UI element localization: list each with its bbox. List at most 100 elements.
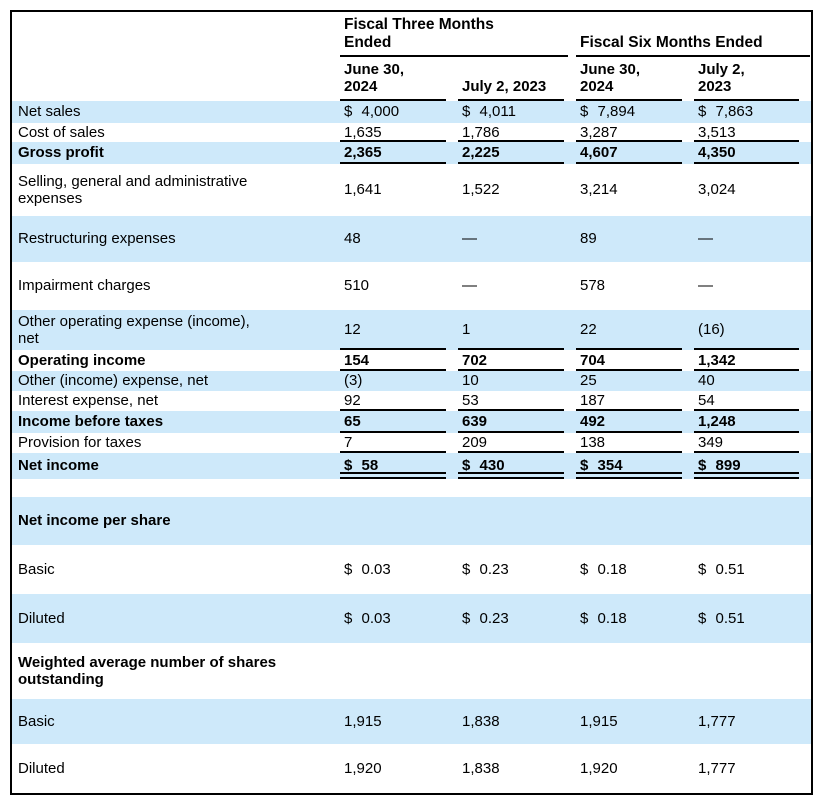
value-cell: $ 0.23 (462, 560, 509, 578)
value-cell: 12 (340, 310, 458, 350)
value-cell: 92 (340, 391, 458, 411)
row-diluted: Diluted 1,920 1,838 1,920 1,777 (11, 744, 812, 794)
row-basic: Basic 1,915 1,838 1,915 1,777 (11, 699, 812, 744)
value-cell: $ 7,863 (698, 103, 754, 121)
row-label: Income before taxes (18, 413, 164, 431)
value-cell: 53 (458, 391, 576, 411)
row-cost-of-sales: Cost of sales 1,635 1,786 3,287 3,513 (11, 123, 812, 142)
value-cell: 1,786 (458, 123, 576, 142)
row-selling-general-and-administrative-expenses: Selling, general and administrative expe… (11, 164, 812, 216)
value-cell: $ 899 (694, 453, 812, 479)
value-cell: $ 58 (340, 453, 458, 479)
row-label: Diluted (18, 609, 65, 627)
value-cell: 209 (458, 433, 576, 453)
row-label: Weighted average number of shares outsta… (18, 653, 277, 688)
value-cell: 1,920 (580, 759, 618, 777)
corner-cell (11, 57, 340, 101)
value-cell: $ 4,011 (462, 103, 516, 121)
value-cell: $ 4,000 (344, 103, 400, 121)
value-cell: $ 0.18 (580, 609, 627, 627)
row-label: Diluted (18, 759, 65, 777)
col-header-q3-2024: June 30, 2024 (340, 57, 458, 101)
value-cell: 25 (580, 372, 597, 390)
row-other-income-expense-net: Other (income) expense, net (3) 10 25 40 (11, 371, 812, 391)
value-cell: $ 0.51 (698, 609, 745, 627)
row-label: Net income (18, 457, 99, 475)
value-cell: 54 (694, 391, 812, 411)
value-cell: 1,838 (462, 712, 500, 730)
value-cell: 1 (458, 310, 576, 350)
value-cell: 48 (344, 230, 361, 248)
value-cell: 2,365 (340, 142, 458, 164)
value-cell: $ 0.03 (344, 609, 391, 627)
period-group-header-row: Fiscal Three Months Ended Fiscal Six Mon… (11, 11, 812, 57)
value-cell: 65 (340, 411, 458, 433)
value-cell: 3,214 (580, 181, 618, 199)
value-cell: 89 (580, 230, 597, 248)
value-cell: $ 0.23 (462, 609, 509, 627)
value-cell: — (698, 277, 713, 295)
value-cell: 187 (576, 391, 694, 411)
table-header: Fiscal Three Months Ended Fiscal Six Mon… (11, 11, 812, 101)
date-header-row: June 30, 2024 July 2, 2023 June 30, 2024… (11, 57, 812, 101)
value-cell: 22 (576, 310, 694, 350)
row-label: Impairment charges (18, 277, 151, 295)
value-cell: 1,635 (340, 123, 458, 142)
row-basic: Basic $ 0.03 $ 0.23 $ 0.18 $ 0.51 (11, 545, 812, 594)
value-cell: $ 7,894 (580, 103, 636, 121)
value-cell: 1,915 (580, 712, 618, 730)
row-diluted: Diluted $ 0.03 $ 0.23 $ 0.18 $ 0.51 (11, 594, 812, 643)
value-cell: 349 (694, 433, 812, 453)
row-label: Basic (18, 712, 55, 730)
value-cell: (3) (344, 372, 363, 390)
row-other-operating-expense-income-net: Other operating expense (income), net 12 1… (11, 310, 812, 350)
value-cell: $ 0.51 (698, 560, 745, 578)
row-impairment-charges: Impairment charges 510 — 578 — (11, 262, 812, 310)
value-cell: 704 (576, 350, 694, 371)
value-cell: 1,522 (462, 181, 500, 199)
row-label: Basic (18, 560, 55, 578)
value-cell: $ 0.18 (580, 560, 627, 578)
value-cell: 3,024 (698, 181, 736, 199)
value-cell: 639 (458, 411, 576, 433)
row-operating-income: Operating income 154 702 704 1,342 (11, 350, 812, 371)
value-cell: 4,607 (576, 142, 694, 164)
empty-cells (340, 497, 812, 545)
col-header-h1-2024: June 30, 2024 (576, 57, 694, 101)
value-cell: — (698, 230, 713, 248)
value-cell: 138 (576, 433, 694, 453)
col-group-fiscal-three-months: Fiscal Three Months Ended (340, 11, 576, 57)
row-label: Restructuring expenses (18, 230, 176, 248)
row-restructuring-expenses: Restructuring expenses 48 — 89 — (11, 216, 812, 262)
value-cell: — (462, 277, 477, 295)
value-cell: 702 (458, 350, 576, 371)
value-cell: $ 430 (458, 453, 576, 479)
value-cell: 10 (462, 372, 479, 390)
row-interest-expense-net: Interest expense, net 92 53 187 54 (11, 391, 812, 411)
row-label: Cost of sales (18, 123, 105, 141)
value-cell: 3,287 (576, 123, 694, 142)
row-label: Other (income) expense, net (18, 372, 209, 390)
value-cell: 492 (576, 411, 694, 433)
row-label: Interest expense, net (18, 392, 159, 410)
value-cell: 1,915 (344, 712, 382, 730)
value-cell: $ 354 (576, 453, 694, 479)
value-cell: 1,838 (462, 759, 500, 777)
value-cell: 1,342 (694, 350, 812, 371)
row-label (11, 479, 340, 497)
row-net-income-per-share: Net income per share (11, 497, 812, 545)
empty-cells (340, 479, 812, 497)
col-header-q3-2023: July 2, 2023 (458, 57, 576, 101)
row-label: Selling, general and administrative expe… (18, 172, 248, 207)
value-cell: (16) (694, 310, 812, 350)
row-label: Provision for taxes (18, 434, 142, 452)
value-cell: 40 (698, 372, 715, 390)
value-cell: 510 (344, 277, 370, 295)
value-cell: 578 (580, 277, 606, 295)
value-cell: 2,225 (458, 142, 576, 164)
row-label: Other operating expense (income), net (18, 312, 250, 347)
row-income-before-taxes: Income before taxes 65 639 492 1,248 (11, 411, 812, 433)
row-label: Net income per share (18, 512, 171, 530)
value-cell: 1,777 (698, 712, 736, 730)
